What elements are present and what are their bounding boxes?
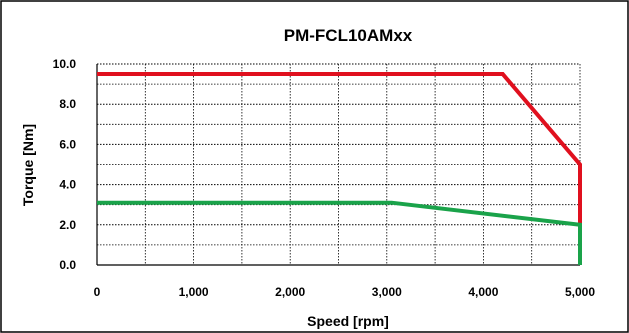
y-axis-label: Torque [Nm] bbox=[20, 124, 36, 206]
x-tick-label: 5,000 bbox=[565, 285, 595, 299]
tick-layer: 0.0 2.0 4.0 6.0 8.0 10.0 0 1,000 2,000 3,000 4,000… bbox=[53, 57, 596, 299]
series-layer bbox=[97, 72, 582, 265]
x-tick-label: 3,000 bbox=[372, 285, 402, 299]
axis-layer bbox=[96, 64, 580, 266]
y-tick-label: 10.0 bbox=[53, 57, 77, 71]
y-tick-label: 0.0 bbox=[59, 258, 76, 272]
grid-layer bbox=[97, 63, 581, 265]
y-tick-label: 6.0 bbox=[59, 137, 76, 151]
x-tick-label: 4,000 bbox=[468, 285, 498, 299]
y-tick-label: 4.0 bbox=[59, 178, 76, 192]
series-line-1 bbox=[97, 72, 582, 265]
x-tick-label: 1,000 bbox=[179, 285, 209, 299]
x-tick-label: 0 bbox=[94, 285, 101, 299]
series-line-2 bbox=[97, 200, 582, 265]
y-tick-label: 2.0 bbox=[59, 218, 76, 232]
y-tick-label: 8.0 bbox=[59, 97, 76, 111]
x-tick-label: 2,000 bbox=[275, 285, 305, 299]
chart-title: PM-FCL10AMxx bbox=[284, 26, 413, 45]
x-axis-label: Speed [rpm] bbox=[307, 313, 389, 329]
